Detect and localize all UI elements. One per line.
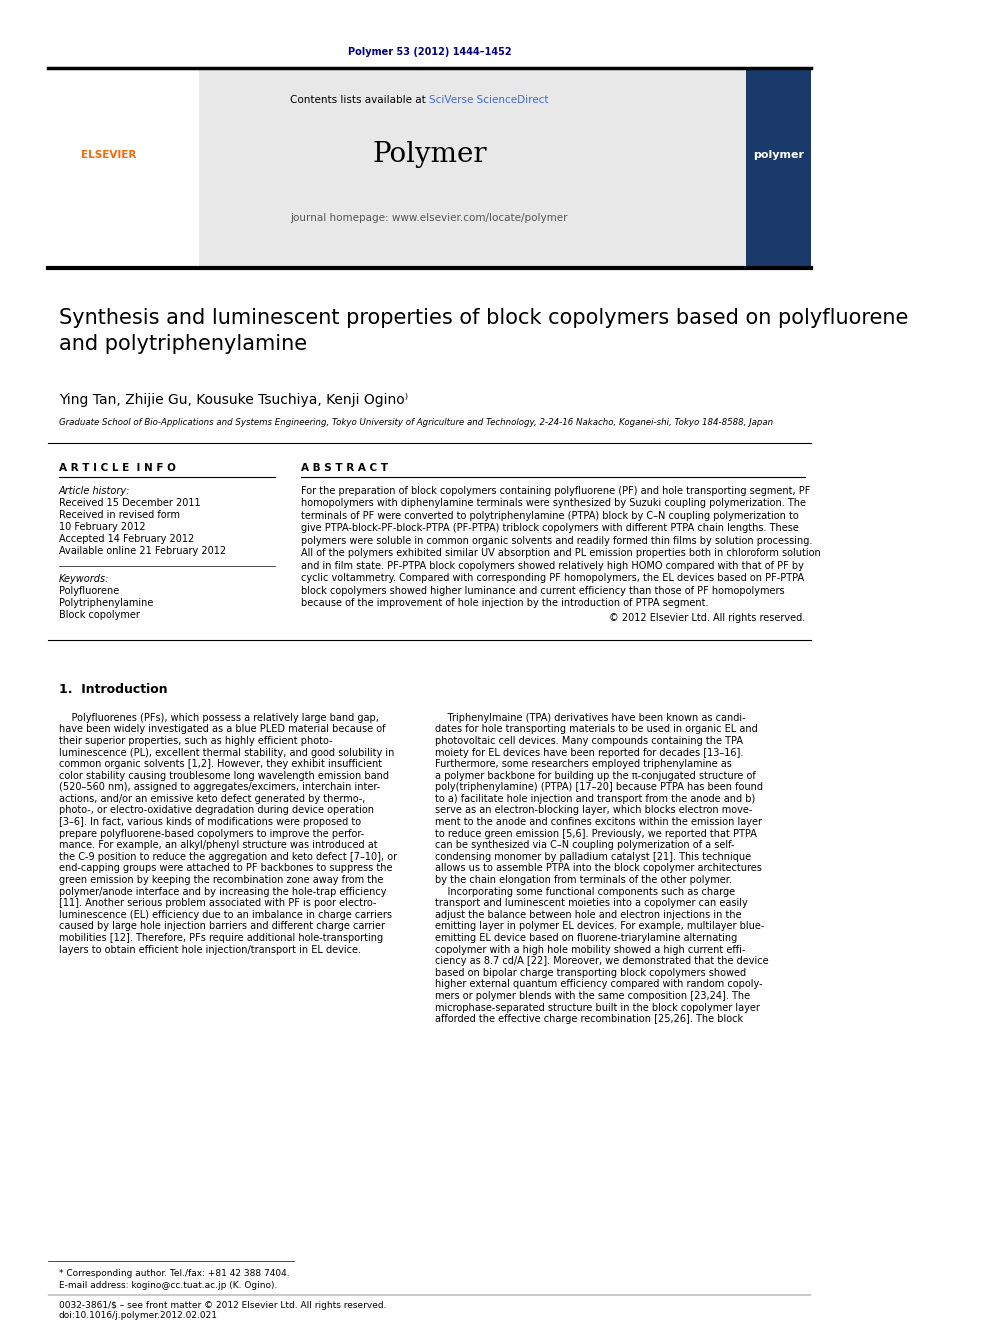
Text: to reduce green emission [5,6]. Previously, we reported that PTPA: to reduce green emission [5,6]. Previous… bbox=[435, 828, 757, 839]
Text: Synthesis and luminescent properties of block copolymers based on polyfluorene
a: Synthesis and luminescent properties of … bbox=[59, 308, 909, 355]
Text: Polymer 53 (2012) 1444–1452: Polymer 53 (2012) 1444–1452 bbox=[347, 48, 511, 57]
Text: Accepted 14 February 2012: Accepted 14 February 2012 bbox=[59, 533, 194, 544]
Text: © 2012 Elsevier Ltd. All rights reserved.: © 2012 Elsevier Ltd. All rights reserved… bbox=[609, 613, 806, 623]
Text: block copolymers showed higher luminance and current efficiency than those of PF: block copolymers showed higher luminance… bbox=[302, 586, 785, 595]
Text: [11]. Another serious problem associated with PF is poor electro-: [11]. Another serious problem associated… bbox=[59, 898, 376, 909]
Text: polymer/anode interface and by increasing the hole-trap efficiency: polymer/anode interface and by increasin… bbox=[59, 886, 386, 897]
Text: their superior properties, such as highly efficient photo-: their superior properties, such as highl… bbox=[59, 736, 332, 746]
Text: and in film state. PF-PTPA block copolymers showed relatively high HOMO compared: and in film state. PF-PTPA block copolym… bbox=[302, 561, 805, 570]
Text: end-capping groups were attached to PF backbones to suppress the: end-capping groups were attached to PF b… bbox=[59, 864, 393, 873]
Text: Available online 21 February 2012: Available online 21 February 2012 bbox=[59, 546, 226, 556]
Text: Triphenylmaine (TPA) derivatives have been known as candi-: Triphenylmaine (TPA) derivatives have be… bbox=[435, 713, 746, 722]
Text: luminescence (EL) efficiency due to an imbalance in charge carriers: luminescence (EL) efficiency due to an i… bbox=[59, 910, 392, 919]
Text: mers or polymer blends with the same composition [23,24]. The: mers or polymer blends with the same com… bbox=[435, 991, 751, 1002]
Text: to a) facilitate hole injection and transport from the anode and b): to a) facilitate hole injection and tran… bbox=[435, 794, 756, 804]
Text: ciency as 8.7 cd/A [22]. Moreover, we demonstrated that the device: ciency as 8.7 cd/A [22]. Moreover, we de… bbox=[435, 957, 769, 966]
Text: SciVerse ScienceDirect: SciVerse ScienceDirect bbox=[430, 95, 549, 105]
Text: dates for hole transporting materials to be used in organic EL and: dates for hole transporting materials to… bbox=[435, 724, 758, 734]
Text: microphase-separated structure built in the block copolymer layer: microphase-separated structure built in … bbox=[435, 1003, 760, 1012]
Text: poly(triphenylamine) (PTPA) [17–20] because PTPA has been found: poly(triphenylamine) (PTPA) [17–20] beca… bbox=[435, 782, 764, 792]
Text: copolymer with a high hole mobility showed a high current effi-: copolymer with a high hole mobility show… bbox=[435, 945, 746, 955]
Text: journal homepage: www.elsevier.com/locate/polymer: journal homepage: www.elsevier.com/locat… bbox=[291, 213, 568, 222]
Text: 1.  Introduction: 1. Introduction bbox=[59, 683, 168, 696]
Text: emitting layer in polymer EL devices. For example, multilayer blue-: emitting layer in polymer EL devices. Fo… bbox=[435, 921, 765, 931]
Text: green emission by keeping the recombination zone away from the: green emission by keeping the recombinat… bbox=[59, 875, 383, 885]
Text: emitting EL device based on fluorene-triarylamine alternating: emitting EL device based on fluorene-tri… bbox=[435, 933, 738, 943]
Text: Keywords:: Keywords: bbox=[59, 574, 109, 583]
Text: can be synthesized via C–N coupling polymerization of a self-: can be synthesized via C–N coupling poly… bbox=[435, 840, 735, 851]
Text: ELSEVIER: ELSEVIER bbox=[80, 149, 136, 160]
Text: mobilities [12]. Therefore, PFs require additional hole-transporting: mobilities [12]. Therefore, PFs require … bbox=[59, 933, 383, 943]
Text: adjust the balance between hole and electron injections in the: adjust the balance between hole and elec… bbox=[435, 910, 742, 919]
Text: the C-9 position to reduce the aggregation and keto defect [7–10], or: the C-9 position to reduce the aggregati… bbox=[59, 852, 397, 861]
Text: Block copolymer: Block copolymer bbox=[59, 610, 140, 619]
Text: Polymer: Polymer bbox=[372, 142, 487, 168]
Text: Received 15 December 2011: Received 15 December 2011 bbox=[59, 497, 200, 508]
Text: Received in revised form: Received in revised form bbox=[59, 509, 180, 520]
Text: afforded the effective charge recombination [25,26]. The block: afforded the effective charge recombinat… bbox=[435, 1015, 744, 1024]
Text: common organic solvents [1,2]. However, they exhibit insufficient: common organic solvents [1,2]. However, … bbox=[59, 759, 382, 769]
Text: doi:10.1016/j.polymer.2012.02.021: doi:10.1016/j.polymer.2012.02.021 bbox=[59, 1311, 218, 1320]
Text: a polymer backbone for building up the π-conjugated structure of: a polymer backbone for building up the π… bbox=[435, 771, 756, 781]
Bar bbox=[48, 67, 811, 267]
Text: give PTPA-block-PF-block-PTPA (PF-PTPA) triblock copolymers with different PTPA : give PTPA-block-PF-block-PTPA (PF-PTPA) … bbox=[302, 524, 800, 533]
Text: Graduate School of Bio-Applications and Systems Engineering, Tokyo University of: Graduate School of Bio-Applications and … bbox=[59, 418, 773, 427]
Text: Article history:: Article history: bbox=[59, 486, 130, 496]
Text: Polyfluorene: Polyfluorene bbox=[59, 586, 119, 595]
Text: * Corresponding author. Tel./fax: +81 42 388 7404.: * Corresponding author. Tel./fax: +81 42… bbox=[59, 1270, 290, 1278]
Text: A R T I C L E  I N F O: A R T I C L E I N F O bbox=[59, 463, 176, 472]
Text: transport and luminescent moieties into a copolymer can easily: transport and luminescent moieties into … bbox=[435, 898, 748, 909]
Text: 0032-3861/$ – see front matter © 2012 Elsevier Ltd. All rights reserved.: 0032-3861/$ – see front matter © 2012 El… bbox=[59, 1302, 386, 1311]
Bar bbox=[746, 67, 811, 267]
Text: Furthermore, some researchers employed triphenylamine as: Furthermore, some researchers employed t… bbox=[435, 759, 732, 769]
Text: terminals of PF were converted to polytriphenylamine (PTPA) block by C–N couplin: terminals of PF were converted to polytr… bbox=[302, 511, 799, 521]
Text: (520–560 nm), assigned to aggregates/excimers, interchain inter-: (520–560 nm), assigned to aggregates/exc… bbox=[59, 782, 380, 792]
Text: actions, and/or an emissive keto defect generated by thermo-,: actions, and/or an emissive keto defect … bbox=[59, 794, 365, 804]
Text: moiety for EL devices have been reported for decades [13–16].: moiety for EL devices have been reported… bbox=[435, 747, 744, 758]
Text: photo-, or electro-oxidative degradation during device operation: photo-, or electro-oxidative degradation… bbox=[59, 806, 374, 815]
Text: Polytriphenylamine: Polytriphenylamine bbox=[59, 598, 153, 607]
Text: mance. For example, an alkyl/phenyl structure was introduced at: mance. For example, an alkyl/phenyl stru… bbox=[59, 840, 378, 851]
Text: serve as an electron-blocking layer, which blocks electron move-: serve as an electron-blocking layer, whi… bbox=[435, 806, 753, 815]
Text: ment to the anode and confines excitons within the emission layer: ment to the anode and confines excitons … bbox=[435, 818, 763, 827]
Text: prepare polyfluorene-based copolymers to improve the perfor-: prepare polyfluorene-based copolymers to… bbox=[59, 828, 364, 839]
Text: Contents lists available at: Contents lists available at bbox=[291, 95, 430, 105]
Text: polymers were soluble in common organic solvents and readily formed thin films b: polymers were soluble in common organic … bbox=[302, 536, 812, 546]
Text: All of the polymers exhibited similar UV absorption and PL emission properties b: All of the polymers exhibited similar UV… bbox=[302, 548, 821, 558]
Text: have been widely investigated as a blue PLED material because of: have been widely investigated as a blue … bbox=[59, 724, 385, 734]
Text: Incorporating some functional components such as charge: Incorporating some functional components… bbox=[435, 886, 735, 897]
Text: because of the improvement of hole injection by the introduction of PTPA segment: because of the improvement of hole injec… bbox=[302, 598, 708, 609]
Text: layers to obtain efficient hole injection/transport in EL device.: layers to obtain efficient hole injectio… bbox=[59, 945, 361, 955]
Text: 10 February 2012: 10 February 2012 bbox=[59, 521, 146, 532]
Text: allows us to assemble PTPA into the block copolymer architectures: allows us to assemble PTPA into the bloc… bbox=[435, 864, 762, 873]
Text: luminescence (PL), excellent thermal stability, and good solubility in: luminescence (PL), excellent thermal sta… bbox=[59, 747, 394, 758]
Text: photovoltaic cell devices. Many compounds containing the TPA: photovoltaic cell devices. Many compound… bbox=[435, 736, 743, 746]
Text: E-mail address: kogino@cc.tuat.ac.jp (K. Ogino).: E-mail address: kogino@cc.tuat.ac.jp (K.… bbox=[59, 1282, 277, 1290]
Text: cyclic voltammetry. Compared with corresponding PF homopolymers, the EL devices : cyclic voltammetry. Compared with corres… bbox=[302, 573, 805, 583]
Text: A B S T R A C T: A B S T R A C T bbox=[302, 463, 388, 472]
Text: Ying Tan, Zhijie Gu, Kousuke Tsuchiya, Kenji Ogino⁾: Ying Tan, Zhijie Gu, Kousuke Tsuchiya, K… bbox=[59, 393, 408, 407]
Text: Polyfluorenes (PFs), which possess a relatively large band gap,: Polyfluorenes (PFs), which possess a rel… bbox=[59, 713, 379, 722]
Text: by the chain elongation from terminals of the other polymer.: by the chain elongation from terminals o… bbox=[435, 875, 732, 885]
Text: homopolymers with diphenylamine terminals were synthesized by Suzuki coupling po: homopolymers with diphenylamine terminal… bbox=[302, 499, 806, 508]
Text: [3–6]. In fact, various kinds of modifications were proposed to: [3–6]. In fact, various kinds of modific… bbox=[59, 818, 361, 827]
Text: polymer: polymer bbox=[754, 149, 805, 160]
Text: higher external quantum efficiency compared with random copoly-: higher external quantum efficiency compa… bbox=[435, 979, 763, 990]
Text: color stability causing troublesome long wavelength emission band: color stability causing troublesome long… bbox=[59, 771, 389, 781]
Text: condensing monomer by palladium catalyst [21]. This technique: condensing monomer by palladium catalyst… bbox=[435, 852, 752, 861]
Text: For the preparation of block copolymers containing polyfluorene (PF) and hole tr: For the preparation of block copolymers … bbox=[302, 486, 810, 496]
Bar bbox=[48, 67, 199, 267]
Text: caused by large hole injection barriers and different charge carrier: caused by large hole injection barriers … bbox=[59, 921, 385, 931]
Text: based on bipolar charge transporting block copolymers showed: based on bipolar charge transporting blo… bbox=[435, 968, 747, 978]
